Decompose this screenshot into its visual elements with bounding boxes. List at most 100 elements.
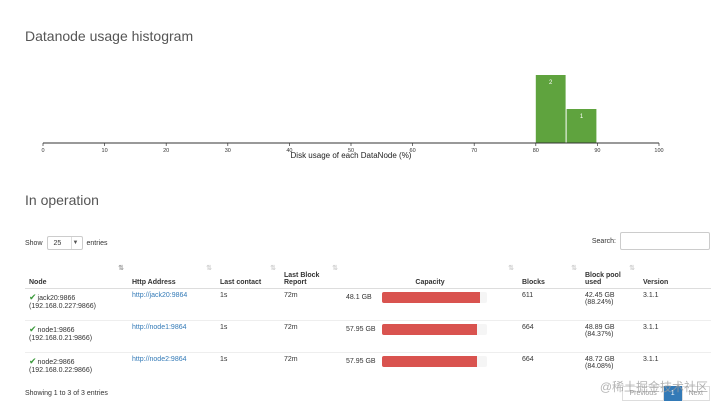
histogram-title: Datanode usage histogram [25, 28, 194, 44]
http-address-link[interactable]: http://node1:9864 [132, 324, 187, 331]
table-controls: Show 25 ▼ entries Search: [25, 232, 710, 254]
x-tick-label: 70 [471, 148, 477, 154]
search-input[interactable] [620, 232, 710, 250]
last-contact-cell: 1s [216, 352, 280, 384]
search-label: Search: [591, 237, 616, 245]
last-block-report-cell: 72m [280, 320, 342, 353]
histogram-bar [535, 75, 566, 143]
sort-asc-icon: ⇅ [118, 265, 124, 272]
pool-used-cell: 42.45 GB (88.24%) [581, 288, 639, 321]
last-contact-cell: 1s [216, 320, 280, 353]
version-cell: 3.1.1 [639, 320, 711, 353]
check-icon: ✔ [29, 292, 37, 302]
http-address-link[interactable]: http://jack20:9864 [132, 292, 188, 299]
capacity-bar [382, 356, 487, 367]
sort-icon: ⇅ [629, 265, 635, 272]
pool-used-cell: 48.89 GB (84.37%) [581, 320, 639, 353]
pool-used-percent: (88.24%) [585, 299, 614, 306]
x-tick-label: 80 [533, 148, 539, 154]
blocks-cell: 664 [518, 320, 581, 353]
capacity-value: 57.95 GB [346, 358, 376, 365]
x-tick-label: 30 [225, 148, 231, 154]
version-cell: 3.1.1 [639, 288, 711, 321]
check-icon: ✔ [29, 356, 37, 366]
next-button[interactable]: Next [681, 386, 710, 401]
node-ip: (192.168.0.21:9866) [29, 335, 93, 342]
capacity-cell: 57.95 GB [342, 352, 518, 384]
node-name: jack20:9866 [37, 295, 76, 302]
http-cell: http://jack20:9864 [128, 288, 216, 321]
node-cell: ✔node1:9866 (192.168.0.21:9866) [25, 320, 128, 353]
usage-histogram: 2 1 0 10 20 30 40 50 60 70 80 90 100 Disk usage of … [41, 75, 664, 160]
node-name: node2:9866 [37, 359, 75, 366]
capacity-bar-fill [382, 356, 477, 367]
capacity-value: 57.95 GB [346, 326, 376, 333]
node-name: node1:9866 [37, 327, 75, 334]
pool-used-percent: (84.37%) [585, 331, 614, 338]
capacity-value: 48.1 GB [346, 294, 372, 301]
entries-select[interactable]: 25 ▼ [46, 236, 83, 250]
previous-button[interactable]: Previous [622, 386, 664, 401]
entries-control: Show 25 ▼ entries [25, 236, 108, 250]
chevron-down-icon: ▼ [70, 237, 80, 249]
x-tick-label: 90 [594, 148, 600, 154]
entries-value: 25 [53, 239, 62, 247]
x-tick-label: 10 [102, 148, 108, 154]
pool-used-percent: (84.08%) [585, 363, 614, 370]
column-header-pool-used[interactable]: Block pool used ⇅ [581, 262, 639, 289]
http-cell: http://node2:9864 [128, 352, 216, 384]
http-address-link[interactable]: http://node2:9864 [132, 356, 187, 363]
show-label: Show [25, 239, 43, 247]
capacity-cell: 48.1 GB [342, 288, 518, 321]
x-tick-label: 40 [286, 148, 292, 154]
pool-used-value: 48.72 GB [585, 356, 615, 363]
blocks-cell: 664 [518, 352, 581, 384]
http-cell: http://node1:9864 [128, 320, 216, 353]
sort-icon: ⇅ [571, 265, 577, 272]
column-header-blocks[interactable]: Blocks ⇅ [518, 262, 581, 289]
sort-icon: ⇅ [508, 265, 514, 272]
capacity-bar [382, 324, 487, 335]
table-row: ✔jack20:9866 (192.168.0.227:9866) http://j… [25, 288, 711, 321]
capacity-cell: 57.95 GB [342, 320, 518, 353]
section-title: In operation [25, 192, 99, 208]
last-contact-cell: 1s [216, 288, 280, 321]
x-axis-label: Disk usage of each DataNode (%) [291, 151, 412, 160]
capacity-bar [382, 292, 487, 303]
x-tick-label: 50 [348, 148, 354, 154]
node-ip: (192.168.0.22:9866) [29, 367, 93, 374]
column-header-last-contact[interactable]: Last contact ⇅ [216, 262, 280, 289]
node-ip: (192.168.0.227:9866) [29, 303, 96, 310]
table-row: ✔node1:9866 (192.168.0.21:9866) http://nod… [25, 320, 711, 353]
entries-label: entries [86, 239, 108, 247]
watermark: @稀土掘金技术社区 [599, 380, 708, 394]
table-info: Showing 1 to 3 of 3 entries [25, 390, 108, 397]
check-icon: ✔ [29, 324, 37, 334]
datanode-table: Node ⇅ Http Address ⇅ Last contact ⇅ Last B… [25, 262, 711, 384]
x-tick-label: 60 [410, 148, 416, 154]
histogram-bar-label: 2 [549, 80, 553, 86]
last-block-report-cell: 72m [280, 288, 342, 321]
capacity-bar-fill [382, 324, 477, 335]
column-header-capacity[interactable]: Capacity ⇅ [342, 262, 518, 289]
pool-used-value: 42.45 GB [585, 292, 615, 299]
node-cell: ✔node2:9866 (192.168.0.22:9866) [25, 352, 128, 384]
column-header-http[interactable]: Http Address ⇅ [128, 262, 216, 289]
search-control: Search: [592, 232, 710, 250]
x-tick-label: 0 [41, 148, 44, 154]
histogram-bar-label: 1 [580, 114, 584, 120]
capacity-bar-fill [382, 292, 480, 303]
column-header-version[interactable]: Version [639, 262, 711, 289]
sort-icon: ⇅ [206, 265, 212, 272]
pagination: Previous 1 Next [622, 386, 710, 401]
pool-used-value: 48.89 GB [585, 324, 615, 331]
blocks-cell: 611 [518, 288, 581, 321]
page-1-button[interactable]: 1 [663, 386, 682, 401]
sort-icon: ⇅ [332, 265, 338, 272]
histogram-bar [566, 109, 597, 143]
column-header-last-block-report[interactable]: Last Block Report ⇅ [280, 262, 342, 289]
version-cell: 3.1.1 [639, 352, 711, 384]
column-header-node[interactable]: Node ⇅ [25, 262, 128, 289]
table-row: ✔node2:9866 (192.168.0.22:9866) http://nod… [25, 352, 711, 384]
node-cell: ✔jack20:9866 (192.168.0.227:9866) [25, 288, 128, 321]
